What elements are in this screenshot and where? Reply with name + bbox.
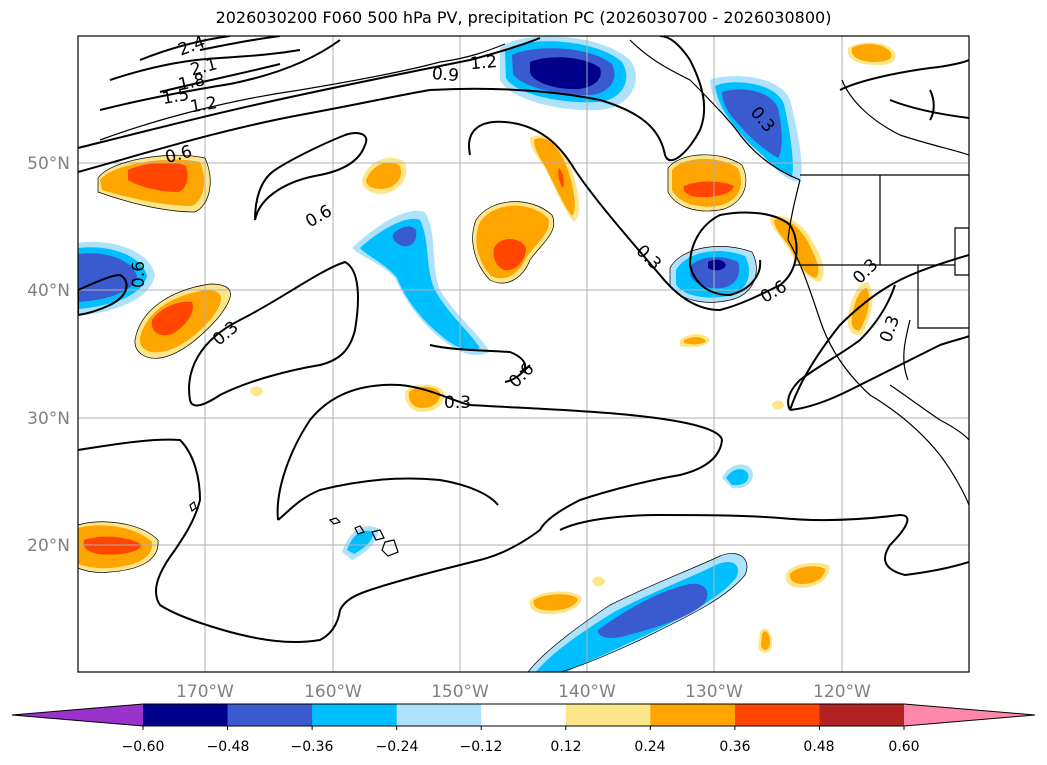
- precip-positive-area: [534, 138, 575, 216]
- colorbar-tick-label: 0.24: [634, 739, 665, 755]
- precip-negative-area: [722, 89, 782, 158]
- precip-negative-area: [598, 583, 708, 638]
- precip-outline: [78, 154, 757, 672]
- colorbar-extend-max: [903, 704, 1035, 726]
- lat-label: 40°N: [27, 281, 70, 301]
- colorbar-tick-label: −0.60: [122, 739, 165, 755]
- precip-positive-area: [366, 162, 402, 189]
- contour-label: 0.6: [129, 261, 149, 288]
- colorbar-segment: [734, 704, 820, 726]
- colorbar-tick-label: 0.36: [719, 739, 750, 755]
- precip-negative-area: [347, 530, 374, 554]
- colorbar-segment: [819, 704, 905, 726]
- map-frame: [77, 35, 970, 673]
- precip-positive-area: [83, 536, 142, 555]
- precip-positive-area: [683, 181, 734, 198]
- colorbar-tick-label: −0.36: [291, 739, 334, 755]
- colorbar-segment: [312, 704, 398, 726]
- precip-negative-area: [392, 226, 417, 247]
- coastlines: [99, 39, 969, 557]
- precip-negative-area: [726, 469, 749, 486]
- lon-label: 170°W: [176, 682, 234, 702]
- contour-label: 0.3: [444, 393, 471, 413]
- contour-label: 0.9: [431, 64, 460, 86]
- precip-positive-area: [493, 239, 526, 271]
- colorbar-tick-label: 0.60: [888, 739, 919, 755]
- colorbar-tick-label: −0.48: [207, 739, 250, 755]
- colorbar-segment: [396, 704, 482, 726]
- latitude-labels: 50°N 40°N 30°N 20°N: [27, 154, 70, 556]
- contour-label: 1.5: [161, 85, 191, 109]
- lon-label: 140°W: [558, 682, 616, 702]
- precip-positive-area: [851, 43, 892, 62]
- lon-label: 130°W: [685, 682, 743, 702]
- precip-positive-area: [592, 576, 605, 587]
- precip-positive-area: [851, 288, 870, 331]
- colorbar-ticks: −0.60 −0.48 −0.36 −0.24 −0.12 0.12 0.24 …: [122, 739, 920, 755]
- lat-label: 50°N: [27, 154, 70, 174]
- precip-positive-area: [558, 168, 564, 188]
- precip-negative-area: [690, 257, 740, 289]
- map-title: 2026030200 F060 500 hPa PV, precipitatio…: [215, 8, 832, 27]
- precip-negative-area: [530, 57, 601, 90]
- precip-positive-area: [789, 566, 825, 584]
- colorbar-tick-label: 0.12: [550, 739, 581, 755]
- precip-positive-area: [684, 337, 706, 345]
- colorbar-tick-label: −0.12: [460, 739, 503, 755]
- lat-label: 20°N: [27, 536, 70, 556]
- lon-label: 120°W: [813, 682, 871, 702]
- pv-contours: [78, 36, 969, 643]
- precip-positive-area: [128, 162, 188, 192]
- colorbar-segment: [650, 704, 736, 726]
- lat-label: 30°N: [27, 409, 70, 429]
- colorbar: [11, 703, 1036, 730]
- contour-label: 1.2: [189, 93, 219, 117]
- colorbar-tick-label: −0.24: [376, 739, 419, 755]
- precip-positive-area: [772, 400, 784, 410]
- graticule: [78, 36, 969, 672]
- precip-positive-area: [533, 594, 578, 611]
- precip-positive-area: [250, 386, 263, 397]
- colorbar-segment: [565, 704, 651, 726]
- precipitation-shading: [78, 36, 896, 672]
- colorbar-segment: [481, 704, 567, 726]
- contour-label: 1.2: [469, 52, 498, 74]
- longitude-labels: 170°W 160°W 150°W 140°W 130°W 120°W: [176, 682, 871, 702]
- colorbar-segment: [143, 704, 229, 726]
- precip-negative-area: [360, 218, 480, 350]
- lon-label: 160°W: [304, 682, 362, 702]
- colorbar-tick-label: 0.48: [803, 739, 834, 755]
- colorbar-extend-min: [12, 704, 143, 726]
- colorbar-segment: [227, 704, 313, 726]
- precip-positive-area: [151, 301, 193, 336]
- precip-positive-area: [761, 631, 770, 650]
- precip-negative-area: [708, 259, 726, 271]
- lon-label: 150°W: [431, 682, 489, 702]
